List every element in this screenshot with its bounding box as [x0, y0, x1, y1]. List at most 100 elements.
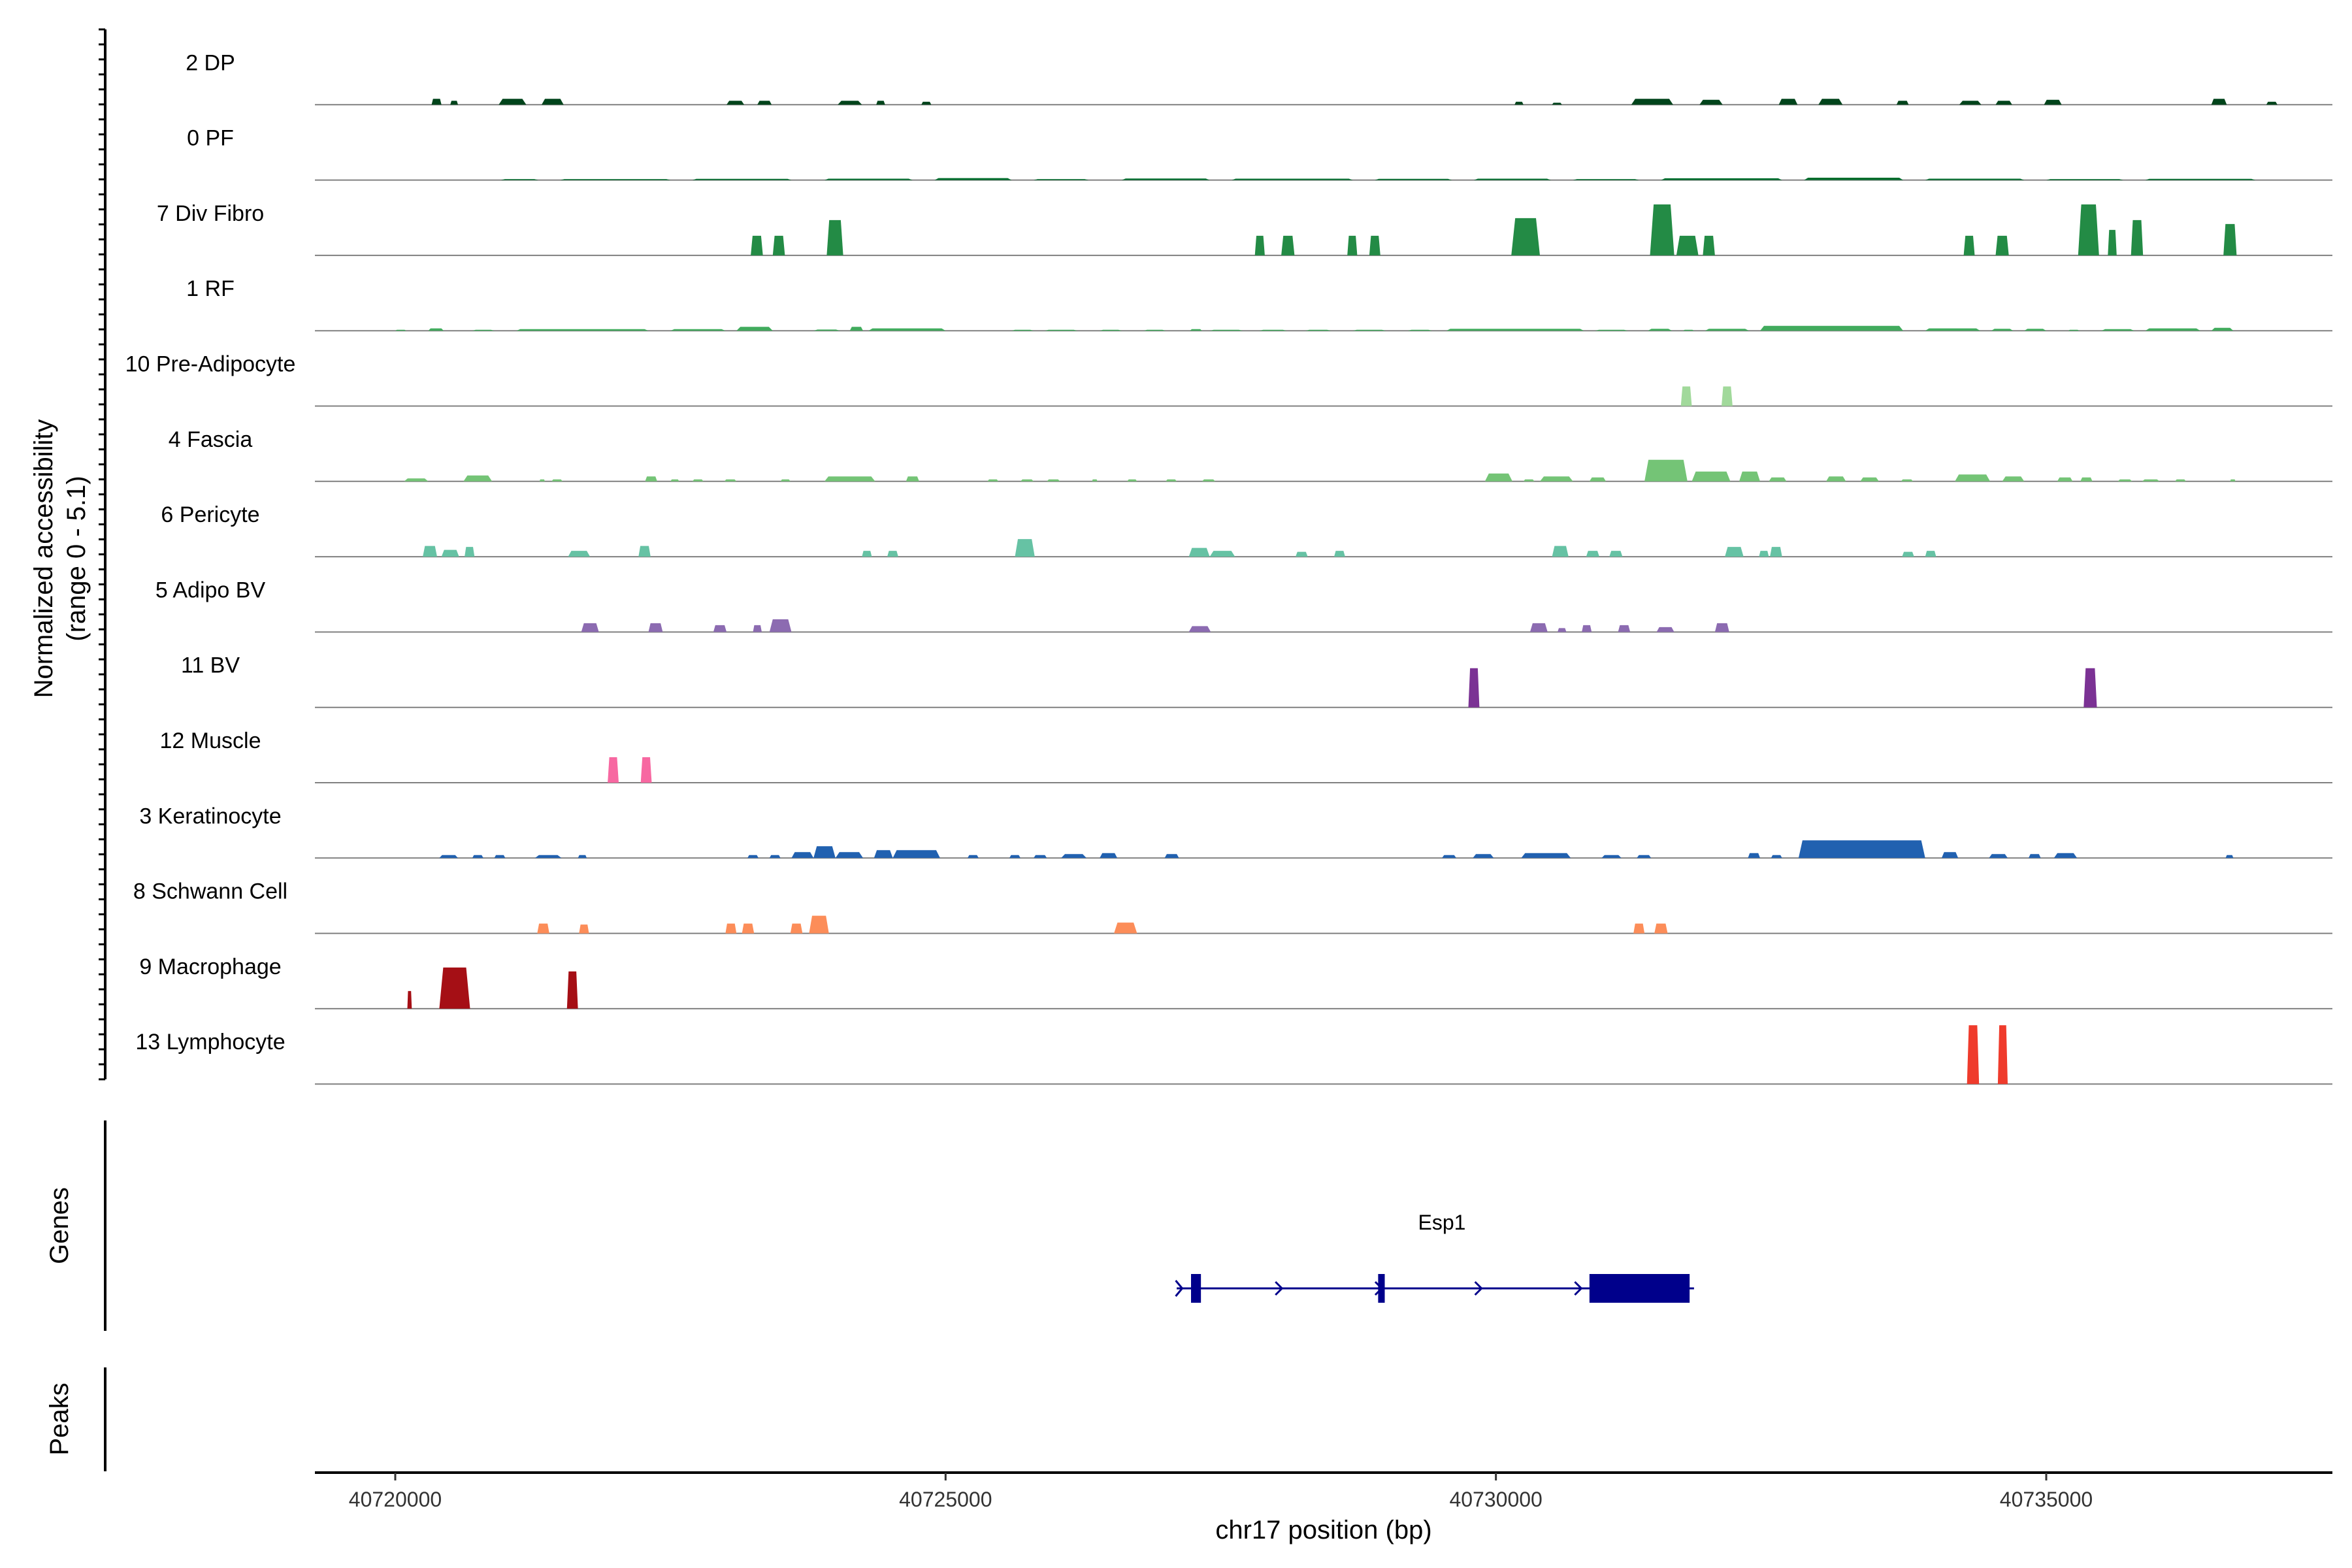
coverage-peak [1683, 329, 1694, 331]
coverage-peak [2046, 179, 2123, 180]
coverage-peak [813, 329, 840, 331]
coverage-peak [1020, 479, 1034, 482]
coverage-peak [1925, 178, 2025, 180]
coverage-peak [1047, 479, 1060, 482]
coverage-peak [1375, 178, 1452, 180]
coverage-peak [2266, 101, 2278, 105]
coverage-peak [1925, 551, 1936, 557]
coverage-peak [1092, 479, 1098, 482]
coverage-peak [1034, 179, 1089, 180]
coverage-peak [934, 178, 1012, 180]
coverage-peak [876, 101, 885, 105]
coverage-peak [1164, 854, 1179, 858]
track-label: 7 Div Fibro [157, 201, 264, 226]
track-8: 5 Adipo BV [155, 578, 2332, 633]
coverage-peak [1446, 329, 1584, 331]
x-tick-label: 40735000 [2000, 1488, 2093, 1511]
coverage-peak [1959, 101, 1982, 105]
coverage-peak [1997, 1025, 2008, 1085]
coverage-peak [838, 101, 862, 105]
track-label: 6 Pericyte [161, 502, 259, 527]
coverage-peak [1511, 218, 1540, 255]
coverage-peak [921, 101, 932, 105]
coverage-peak [1442, 855, 1456, 858]
coverage-peak [1143, 329, 1166, 331]
coverage-peak [648, 623, 663, 632]
coverage-peak [498, 99, 527, 105]
coverage-peak [1676, 235, 1699, 255]
coverage-peak [826, 220, 843, 255]
coverage-peak [1769, 477, 1787, 482]
coverage-peak [874, 850, 893, 858]
coverage-peak [1514, 101, 1524, 105]
coverage-peak [892, 850, 940, 858]
x-tick-label: 40730000 [1449, 1488, 1542, 1511]
coverage-peak [2002, 476, 2025, 482]
coverage-peak [2024, 329, 2046, 331]
coverage-peak [1100, 329, 1122, 331]
coverage-peak [1691, 471, 1731, 482]
coverage-peak [1595, 329, 1628, 331]
coverage-peak [439, 967, 470, 1009]
track-label: 0 PF [187, 126, 234, 151]
coverage-peak [2057, 477, 2073, 482]
coverage-peak [1725, 547, 1744, 557]
track-10: 12 Muscle [160, 728, 2332, 783]
coverage-peak [1582, 625, 1592, 632]
coverage-peak [1188, 626, 1211, 632]
coverage-peak [551, 479, 563, 482]
coverage-peak [2029, 854, 2041, 858]
coverage-peak [534, 855, 562, 858]
coverage-peak [439, 855, 458, 858]
coverage-peak [2078, 204, 2099, 255]
coverage-peak [2230, 479, 2236, 482]
coverage-peak [780, 479, 791, 482]
coverage-peak [1015, 539, 1035, 557]
track-1: 2 DP [186, 50, 2332, 106]
track-9: 11 BV [181, 653, 2332, 708]
coverage-peak [809, 915, 829, 934]
coverage-peak [1648, 329, 1673, 331]
coverage-peak [757, 101, 772, 105]
coverage-peak [1347, 235, 1358, 255]
coverage-peak [2108, 229, 2117, 255]
coverage-peak [431, 99, 442, 105]
coverage-peak [1407, 329, 1432, 331]
coverage-peak [568, 551, 591, 557]
coverage-peak [1609, 551, 1623, 557]
track-3: 7 Div Fibro [157, 201, 2332, 256]
coverage-peak [1748, 853, 1760, 858]
coverage-peak [1601, 855, 1622, 858]
coverage-peak [1955, 474, 1991, 482]
coverage-peak [2211, 327, 2234, 331]
coverage-peak [423, 546, 437, 557]
coverage-peak [1778, 99, 1798, 105]
coverage-peak [1009, 855, 1021, 858]
coverage-peak [1631, 99, 1673, 105]
gene-strand-arrow [1275, 1281, 1284, 1296]
coverage-peak [1995, 235, 2009, 255]
coverage-peak [725, 923, 737, 934]
coverage-peak [1540, 476, 1573, 482]
track-label: 11 BV [181, 653, 240, 678]
coverage-peak [2080, 477, 2093, 482]
track-label: 10 Pre-Adipocyte [125, 352, 296, 377]
coverage-peak [1896, 101, 1909, 105]
coverage-peak [1473, 854, 1494, 858]
gene-start-marker [1175, 1280, 1184, 1297]
coverage-peak [539, 479, 546, 482]
coverage-peak [494, 855, 506, 858]
coverage-peak [751, 235, 763, 255]
track-14: 13 Lymphocyte [135, 1025, 2332, 1085]
coverage-peak [835, 852, 863, 858]
coverage-peak [407, 990, 412, 1009]
coverage-peak [1114, 923, 1137, 934]
coverage-peak [1209, 551, 1235, 557]
coverage-peak [1523, 479, 1535, 482]
coverage-peak [727, 101, 744, 105]
coverage-peak [724, 479, 737, 482]
coverage-peak [581, 623, 599, 632]
coverage-peak [1633, 923, 1645, 934]
coverage-peak [537, 923, 549, 934]
coverage-peak [1705, 329, 1750, 331]
